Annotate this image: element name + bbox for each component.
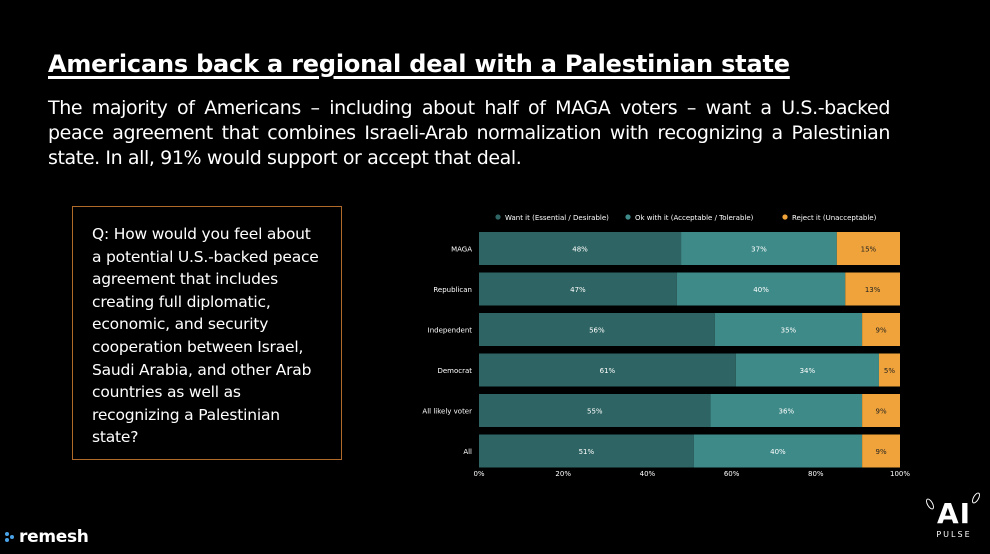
page-subtitle: The majority of Americans – including ab… [48, 97, 890, 169]
tick-label: 80% [808, 470, 824, 478]
ai-logo-subtext: PULSE [936, 530, 972, 539]
data-label: 37% [751, 246, 767, 254]
bar-segment [479, 232, 682, 265]
data-label: 9% [876, 408, 887, 416]
data-label: 48% [572, 246, 588, 254]
bar-segment [862, 313, 900, 346]
bar-segment [862, 434, 900, 468]
category-label: Republican [433, 286, 472, 294]
tick-label: 60% [724, 470, 740, 478]
data-label: 5% [884, 367, 895, 375]
question-text: Q: How would you feel about a potential … [92, 225, 319, 447]
data-label: 9% [876, 448, 887, 456]
question-box: Q: How would you feel about a potential … [72, 206, 342, 460]
legend-label: Want it (Essential / Desirable) [505, 214, 609, 222]
bar-segment [479, 272, 677, 306]
bar-segment [845, 272, 900, 306]
data-label: 47% [570, 286, 586, 294]
bar-segment [693, 434, 863, 468]
legend-swatch [625, 214, 631, 220]
page-title: Americans back a regional deal with a Pa… [48, 50, 790, 78]
bar-segment [878, 353, 900, 387]
tick-label: 100% [890, 470, 910, 478]
bar-segment [479, 313, 715, 346]
legend-swatch [495, 214, 501, 220]
ai-pulse-logo: AI PULSE [924, 490, 983, 548]
data-label: 34% [800, 367, 816, 375]
legend-label: Reject it (Unacceptable) [792, 214, 877, 222]
data-label: 9% [876, 327, 887, 335]
bar-segment [735, 353, 879, 387]
data-label: 15% [861, 246, 877, 254]
brand-dots-icon [5, 530, 15, 544]
bar-segment [714, 313, 863, 346]
category-label: All likely voter [422, 408, 472, 416]
legend-swatch [782, 214, 788, 220]
bar-segment [479, 394, 711, 427]
category-label: MAGA [451, 246, 472, 254]
data-label: 55% [587, 408, 603, 416]
legend-label: Ok with it (Acceptable / Tolerable) [635, 214, 754, 222]
category-label: Democrat [437, 367, 472, 375]
data-label: 56% [589, 327, 605, 335]
chart-svg: Want it (Essential / Desirable) Ok with i… [422, 214, 910, 478]
bar-segment [710, 394, 863, 427]
data-label: 40% [770, 448, 786, 456]
data-label: 40% [753, 286, 769, 294]
bar-segment [479, 434, 694, 468]
bar-segment [681, 232, 837, 265]
tick-label: 20% [555, 470, 571, 478]
data-label: 61% [600, 367, 616, 375]
bar-segment [676, 272, 846, 306]
data-label: 36% [779, 408, 795, 416]
data-label: 13% [865, 286, 881, 294]
category-label: All [463, 448, 472, 456]
tick-label: 40% [640, 470, 656, 478]
data-label: 51% [579, 448, 595, 456]
ai-logo-text: AI [936, 497, 972, 530]
category-label: Independent [428, 327, 473, 335]
brand-name: remesh [19, 527, 89, 547]
bar-segment [836, 232, 900, 265]
stacked-bar-chart: Want it (Essential / Desirable) Ok with i… [400, 200, 920, 490]
data-label: 35% [781, 327, 797, 335]
brand-logo: remesh [5, 527, 89, 547]
bar-segment [479, 353, 736, 387]
tick-label: 0% [473, 470, 484, 478]
bar-segment [862, 394, 900, 427]
